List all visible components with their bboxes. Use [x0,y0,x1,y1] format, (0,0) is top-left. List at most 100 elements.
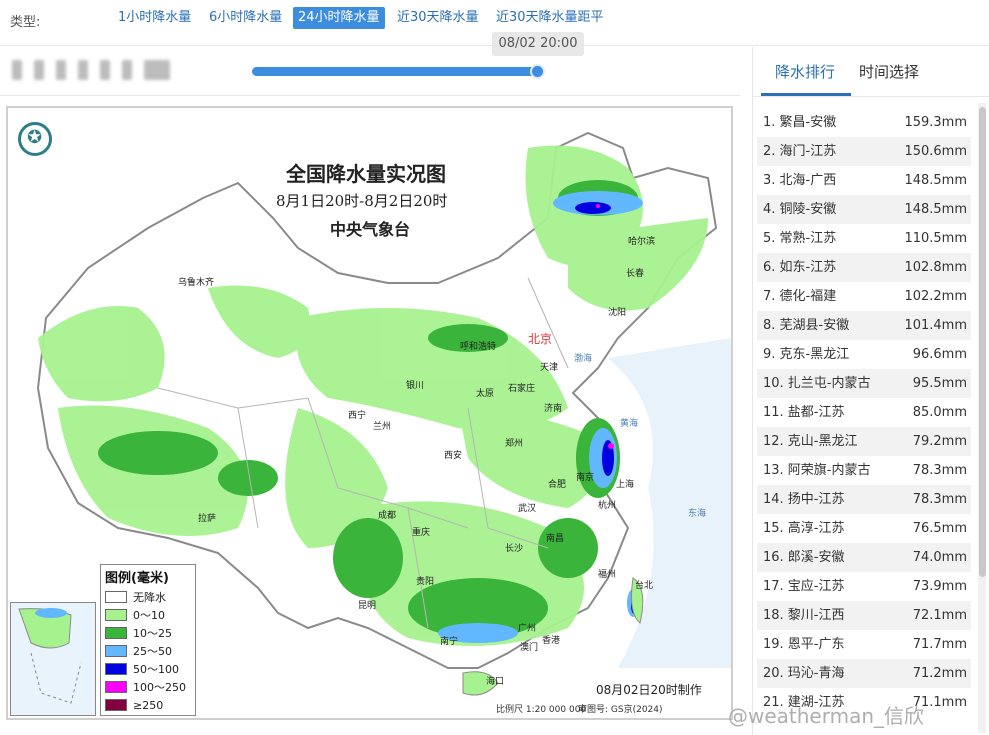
city-label: 哈尔滨 [628,237,656,247]
ranking-row[interactable]: 6. 如东-江苏 102.8mm [757,253,971,282]
station-name: 9. 克东-黑龙江 [763,347,850,362]
panel-tabs: 降水排行 时间选择 [753,47,989,97]
legend-row: 10～25 [105,624,191,642]
station-name: 8. 芜湖县-安徽 [763,318,850,333]
station-name: 17. 宝应-江苏 [763,579,845,594]
city-label: 南京 [576,473,595,483]
rain-value: 78.3mm [912,492,967,507]
ranking-row[interactable]: 14. 扬中-江苏 78.3mm [757,485,971,514]
ranking-row[interactable]: 8. 芜湖县-安徽 101.4mm [757,311,971,340]
city-label: 沈阳 [608,308,627,318]
ranking-row[interactable]: 12. 克山-黑龙江 79.2mm [757,427,971,456]
map-org: 中央气象台 [330,220,411,239]
ranking-row[interactable]: 4. 铜陵-安徽 148.5mm [757,195,971,224]
blurred-logo [12,58,172,82]
legend-swatch [105,609,127,621]
sea-label: 黄海 [620,419,639,429]
city-label: 石家庄 [508,384,536,394]
legend-swatch [105,663,127,675]
rain-value: 96.6mm [912,347,967,362]
legend-label: 100～250 [133,681,186,694]
station-name: 13. 阿荣旗-内蒙古 [763,463,871,478]
precipitation-map: ✪ 全国降水量实况图 8月1日20时-8月2日20时 中央气象台 乌鲁木齐 哈尔… [6,106,733,720]
ranking-row[interactable]: 18. 黎川-江西 72.1mm [757,601,971,630]
ranking-row[interactable]: 16. 郎溪-安徽 74.0mm [757,543,971,572]
map-scale: 比例尺 1:20 000 000 [496,705,587,715]
city-label: 西安 [444,451,463,461]
watermark: @weatherman_信欣 [728,704,925,728]
tab-time-select[interactable]: 时间选择 [859,63,920,81]
rain-value: 72.1mm [912,608,967,623]
made-time: 08月02日20时制作 [596,683,702,697]
rain-value: 71.2mm [912,666,967,681]
sea-label: 东海 [688,509,707,519]
city-label: 济南 [544,404,563,414]
ranking-row[interactable]: 9. 克东-黑龙江 96.6mm [757,340,971,369]
ranking-row[interactable]: 21. 建湖-江苏 71.1mm [757,688,971,717]
ranking-row[interactable]: 15. 高淳-江苏 76.5mm [757,514,971,543]
city-label: 成都 [378,511,397,521]
tab-rain-ranking[interactable]: 降水排行 [775,63,836,81]
station-name: 6. 如东-江苏 [763,260,837,275]
city-label: 昆明 [358,601,377,611]
city-label: 香港 [542,636,561,646]
station-name: 3. 北海-广西 [763,173,837,188]
legend-swatch [105,591,127,603]
ranking-row[interactable]: 3. 北海-广西 148.5mm [757,166,971,195]
map-title: 全国降水量实况图 [286,162,446,186]
ranking-row[interactable]: 7. 德化-福建 102.2mm [757,282,971,311]
city-label: 郑州 [505,439,524,449]
ranking-row[interactable]: 10. 扎兰屯-内蒙古 95.5mm [757,369,971,398]
ranking-row[interactable]: 17. 宝应-江苏 73.9mm [757,572,971,601]
type-button-30d[interactable]: 近30天降水量 [397,10,479,25]
station-name: 19. 恩平-广东 [763,637,845,652]
ranking-row[interactable]: 20. 玛沁-青海 71.2mm [757,659,971,688]
city-label: 天津 [540,363,559,373]
legend-row: 100～250 [105,678,191,696]
rain-value: 74.0mm [912,550,967,565]
timeline-slider-track[interactable] [252,67,538,76]
rain-value: 71.7mm [912,637,967,652]
scrollbar-thumb[interactable] [979,107,986,577]
station-name: 21. 建湖-江苏 [763,695,845,710]
legend-label: 无降水 [133,591,166,604]
ranking-row[interactable]: 19. 恩平-广东 71.7mm [757,630,971,659]
legend-label: 10～25 [133,627,172,640]
city-label: 上海 [616,480,635,490]
type-button-24h[interactable]: 24小时降水量 [293,7,385,29]
cma-logo: ✪ [18,122,52,156]
ranking-row[interactable]: 1. 繁昌-安徽 159.3mm [757,108,971,137]
city-label: 兰州 [373,422,392,432]
station-name: 7. 德化-福建 [763,289,837,304]
ranking-row[interactable]: 11. 盐都-江苏 85.0mm [757,398,971,427]
station-name: 15. 高淳-江苏 [763,521,845,536]
rain-value: 95.5mm [912,376,967,391]
legend-swatch [105,645,127,657]
type-button-1h[interactable]: 1小时降水量 [118,10,192,25]
ranking-list: 1. 繁昌-安徽 159.3mm 2. 海门-江苏 150.6mm 3. 北海-广西 14… [757,108,971,735]
map-subtitle: 8月1日20时-8月2日20时 [276,192,448,210]
city-label: 海口 [486,677,505,687]
city-label: 福州 [598,570,617,580]
legend-row: 0～10 [105,606,191,624]
rain-value: 148.5mm [904,202,967,217]
timeline-tooltip: 08/02 20:00 [492,32,584,56]
rain-value: 71.1mm [912,695,967,710]
ranking-row[interactable]: 5. 常熟-江苏 110.5mm [757,224,971,253]
timeline-slider-handle[interactable] [530,64,545,79]
ranking-row[interactable]: 2. 海门-江苏 150.6mm [757,137,971,166]
rain-value: 76.5mm [912,521,967,536]
type-button-6h[interactable]: 6小时降水量 [209,10,283,25]
city-label: 南宁 [440,637,459,647]
legend-row: 无降水 [105,588,191,606]
type-button-30d-anomaly[interactable]: 近30天降水量距平 [496,10,604,25]
station-name: 4. 铜陵-安徽 [763,202,837,217]
ranking-row[interactable]: 13. 阿荣旗-内蒙古 78.3mm [757,456,971,485]
city-label: 乌鲁木齐 [178,278,215,288]
rain-value: 85.0mm [912,405,967,420]
city-label: 武汉 [518,504,537,514]
rain-value: 102.2mm [904,289,967,304]
city-label: 长春 [626,269,645,279]
station-name: 10. 扎兰屯-内蒙古 [763,376,871,391]
station-name: 5. 常熟-江苏 [763,231,837,246]
